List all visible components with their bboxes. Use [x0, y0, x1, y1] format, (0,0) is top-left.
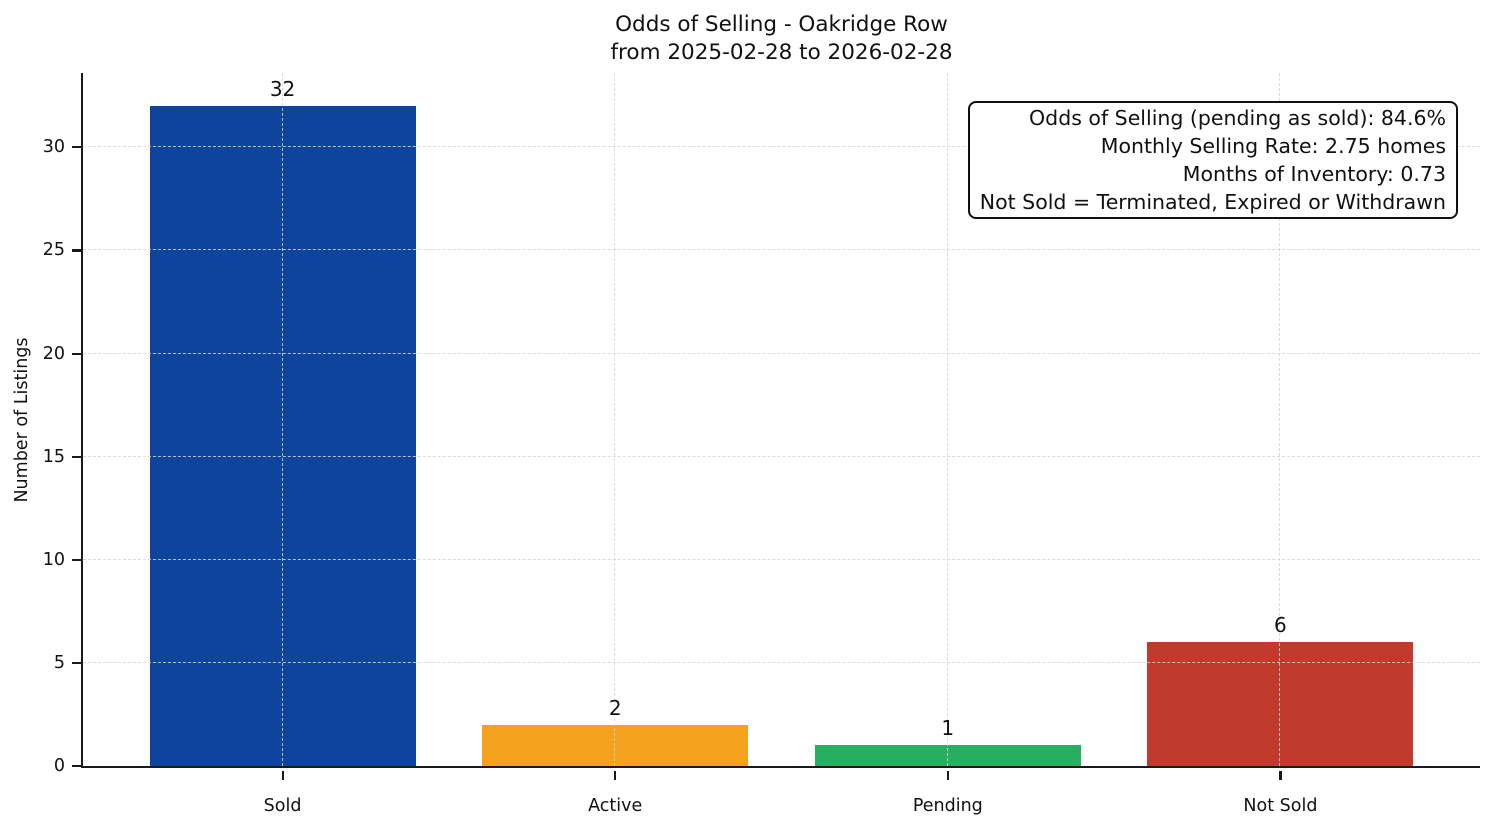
y-tick-mark: [71, 765, 81, 768]
x-tick-mark: [281, 771, 284, 780]
bar-value-label-sold: 32: [269, 77, 296, 101]
x-tick-label-pending: Pending: [912, 796, 983, 816]
h-gridline: [83, 558, 1480, 560]
y-tick-mark: [71, 352, 81, 355]
y-tick-label: 30: [42, 137, 65, 158]
bar-active: [482, 724, 749, 766]
y-tick-label: 15: [42, 446, 65, 467]
y-tick-mark: [71, 249, 81, 252]
h-gridline: [83, 249, 1480, 251]
bar-value-label-not-sold: 6: [1274, 613, 1287, 638]
v-gridline: [281, 73, 283, 766]
h-gridline: [83, 661, 1480, 663]
x-tick-mark: [614, 771, 617, 780]
y-tick-mark: [71, 558, 81, 561]
y-tick-label: 0: [53, 756, 65, 776]
annotation-line-months-inventory: Months of Inventory: 0.73: [1182, 162, 1446, 186]
h-gridline: [83, 455, 1480, 457]
h-gridline: [83, 146, 1480, 148]
bar-pending: [814, 745, 1081, 766]
v-gridline: [1279, 73, 1281, 766]
x-tick-mark: [946, 771, 949, 780]
y-tick-label: 25: [42, 240, 65, 261]
chart-subtitle: from 2025-02-28 to 2026-02-28: [610, 40, 953, 65]
annotation-line-not-sold-definition: Not Sold = Terminated, Expired or Withdr…: [979, 190, 1446, 214]
x-tick-mark: [1279, 771, 1282, 780]
y-tick-label: 20: [42, 343, 65, 364]
y-tick-mark: [71, 455, 81, 458]
v-gridline: [614, 73, 616, 766]
plot-area: Odds of Selling (pending as sold): 84.6%…: [43, 73, 1480, 816]
annotation-line-odds: Odds of Selling (pending as sold): 84.6%: [1029, 106, 1446, 130]
y-tick-mark: [71, 146, 81, 149]
y-tick-label: 5: [53, 652, 65, 673]
v-gridline: [946, 73, 948, 766]
bar-value-label-active: 2: [608, 695, 622, 720]
x-tick-label-sold: Sold: [263, 796, 302, 816]
y-tick-label: 10: [42, 549, 65, 570]
bar-value-label-pending: 1: [941, 716, 955, 741]
x-tick-label-active: Active: [588, 796, 643, 816]
y-tick-mark: [71, 661, 81, 665]
stats-annotation-box: Odds of Selling (pending as sold): 84.6%…: [967, 101, 1458, 219]
bar-not-sold: [1147, 642, 1414, 766]
chart-title-block: Odds of Selling - Oakridge Row from 2025…: [83, 11, 1480, 67]
bar-sold: [149, 106, 416, 766]
chart-title: Odds of Selling - Oakridge Row: [615, 12, 948, 37]
h-gridline: [83, 352, 1480, 354]
annotation-line-monthly-rate: Monthly Selling Rate: 2.75 homes: [1100, 134, 1446, 158]
x-tick-label-not-sold: Not Sold: [1243, 796, 1318, 816]
